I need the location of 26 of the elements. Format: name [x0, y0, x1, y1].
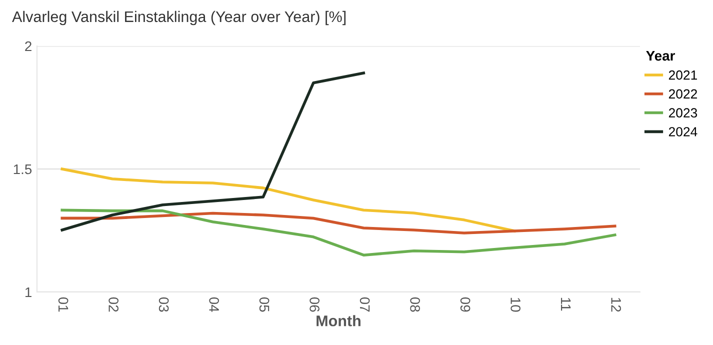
x-tick-label: 09: [460, 297, 470, 312]
line-series: [60, 168, 516, 232]
legend-title: Year: [646, 51, 675, 61]
line-series: [60, 72, 366, 232]
y-tick-label: 2: [25, 41, 32, 52]
legend-label: 2023: [668, 108, 698, 118]
x-tick-label: 10: [510, 298, 520, 312]
y-tick-label: 1: [25, 287, 32, 298]
legend-label: 2021: [668, 70, 697, 80]
x-tick-label: 11: [561, 298, 571, 311]
legend-label: 2024: [668, 127, 698, 136]
x-tick-label: 03: [158, 297, 169, 312]
y-tick-label: 1.5: [14, 164, 32, 174]
x-tick-label: 07: [360, 297, 370, 312]
x-tick-label: 12: [611, 298, 621, 312]
line-series: [60, 212, 616, 234]
x-tick-label: 01: [58, 297, 68, 312]
x-tick-label: 04: [209, 297, 219, 312]
x-tick-label: 02: [108, 297, 118, 312]
line-series: [60, 208, 616, 256]
legend-label: 2022: [668, 89, 697, 99]
x-tick-label: 06: [310, 297, 320, 312]
chart-title: Alvarleg Vanskil Einstaklinga (Year over Year) [%]: [12, 10, 346, 26]
x-tick-label: 05: [259, 297, 270, 312]
x-axis-title: Month: [316, 315, 360, 326]
x-tick-label: 08: [410, 297, 420, 312]
